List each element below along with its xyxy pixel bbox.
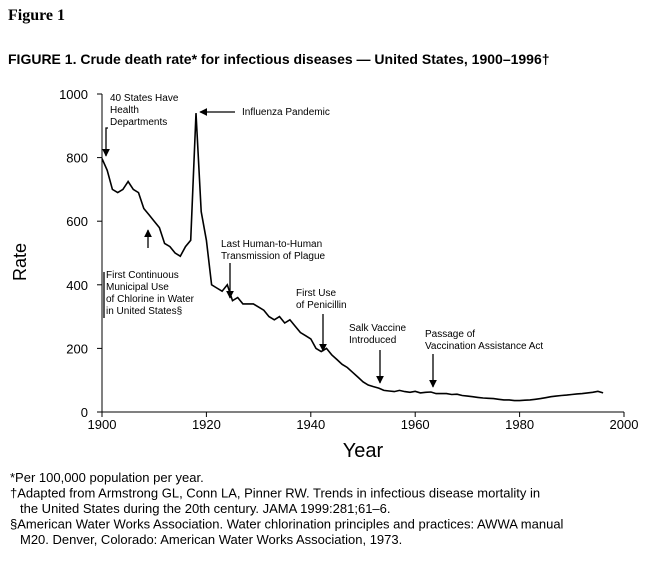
footnote: M20. Denver, Colorado: American Water Wo… <box>20 532 402 547</box>
annotation: Salk Vaccine <box>349 323 407 334</box>
y-axis-label: Rate <box>10 243 30 281</box>
footnote: the United States during the 20th centur… <box>20 501 391 516</box>
annotation: of Chlorine in Water <box>106 294 195 305</box>
annotation: Municipal Use <box>106 282 169 293</box>
annotation: of Penicillin <box>296 300 347 311</box>
x-tick-label: 1900 <box>88 417 117 432</box>
annotation: Health <box>110 105 139 116</box>
footnote: †Adapted from Armstrong GL, Conn LA, Pin… <box>10 486 540 501</box>
y-tick-label: 400 <box>66 278 88 293</box>
y-tick-label: 600 <box>66 214 88 229</box>
annotation: in United States§ <box>106 306 182 317</box>
footnote: §American Water Works Association. Water… <box>10 517 564 532</box>
x-axis-label: Year <box>343 440 384 462</box>
x-tick-label: 1980 <box>505 417 534 432</box>
x-tick-label: 1960 <box>401 417 430 432</box>
chart-title: FIGURE 1. Crude death rate* for infectio… <box>8 51 550 67</box>
annotation: First Continuous <box>106 270 179 281</box>
figure-label: Figure 1 <box>8 7 65 24</box>
x-tick-label: 1920 <box>192 417 221 432</box>
annotation: Introduced <box>349 335 396 346</box>
annotation: Departments <box>110 117 167 128</box>
annotation-arrows <box>102 108 437 388</box>
y-tick-label: 0 <box>81 405 88 420</box>
y-tick-label: 1000 <box>59 87 88 102</box>
y-tick-label: 800 <box>66 151 88 166</box>
data-line <box>101 113 604 402</box>
x-tick-label: 2000 <box>610 417 639 432</box>
annotation: Passage of <box>425 329 475 340</box>
annotation: Transmission of Plague <box>221 251 326 262</box>
annotation: Last Human-to-Human <box>221 239 322 250</box>
annotation: Influenza Pandemic <box>242 107 330 118</box>
footnote: *Per 100,000 population per year. <box>10 470 204 485</box>
annotation: 40 States Have <box>110 93 179 104</box>
annotation: First Use <box>296 288 336 299</box>
x-tick-label: 1940 <box>296 417 325 432</box>
y-tick-label: 200 <box>66 341 88 356</box>
annotation: Vaccination Assistance Act <box>425 341 543 352</box>
